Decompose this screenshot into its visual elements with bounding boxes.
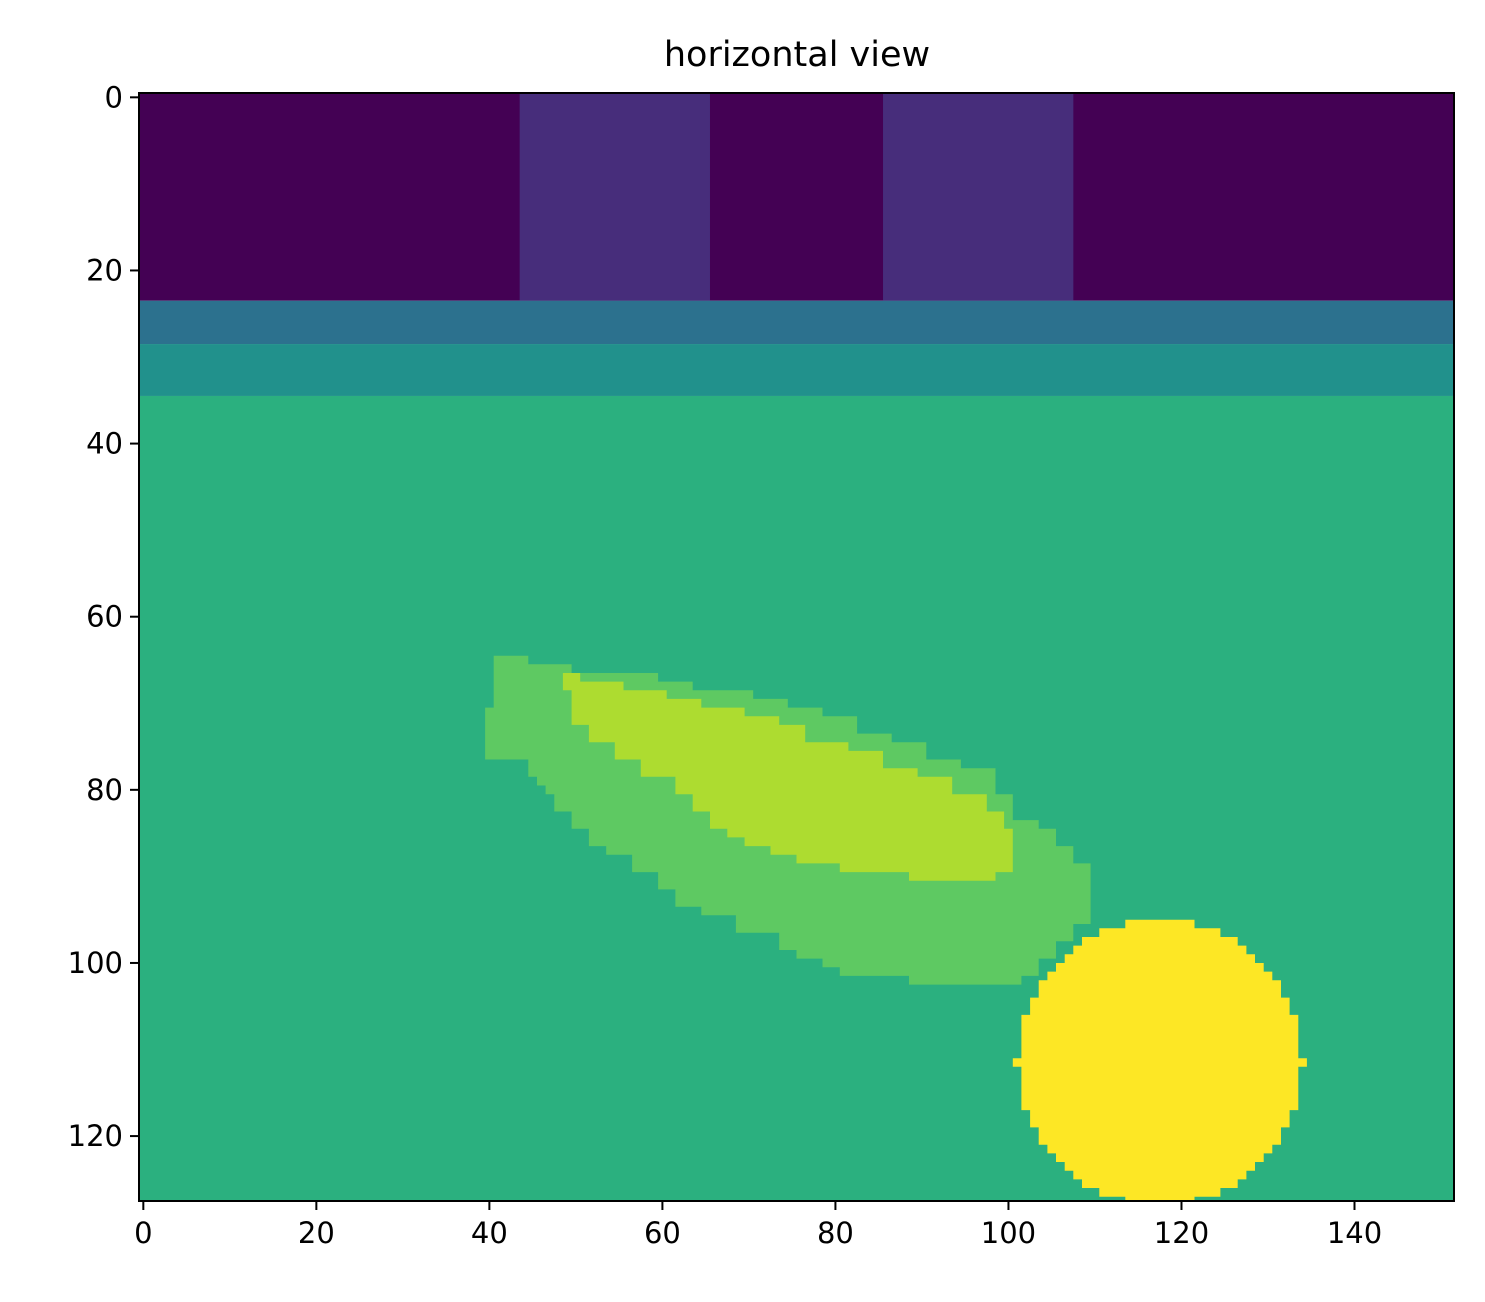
plot-frame bbox=[138, 92, 1455, 1202]
x-tick-label: 140 bbox=[1327, 1216, 1382, 1250]
x-tick-label: 20 bbox=[298, 1216, 335, 1250]
blob-inner-elongated-blob bbox=[562, 673, 1013, 881]
region-top-band bbox=[139, 93, 1454, 301]
y-tick-label: 120 bbox=[68, 1119, 123, 1153]
x-tick-label: 60 bbox=[644, 1216, 681, 1250]
x-tick-label: 120 bbox=[1154, 1216, 1209, 1250]
x-tick-label: 100 bbox=[981, 1216, 1036, 1250]
y-tick-label: 20 bbox=[86, 253, 123, 287]
chart-title: horizontal view bbox=[664, 35, 930, 75]
y-tick-label: 100 bbox=[68, 946, 123, 980]
x-tick-label: 80 bbox=[817, 1216, 854, 1250]
x-tick-label: 0 bbox=[134, 1216, 152, 1250]
heatmap-image bbox=[139, 93, 1454, 1201]
y-tick-label: 40 bbox=[86, 427, 123, 461]
y-tick-label: 0 bbox=[105, 80, 123, 114]
y-axis: 0 20 40 60 80 100 120 bbox=[68, 80, 139, 1153]
y-tick-label: 60 bbox=[86, 600, 123, 634]
region-layer-2 bbox=[139, 344, 1454, 396]
region-block-1 bbox=[519, 93, 710, 301]
blob-disc bbox=[1012, 911, 1307, 1201]
region-block-2 bbox=[883, 93, 1074, 301]
y-tick-label: 80 bbox=[86, 773, 123, 807]
x-axis: 0 20 40 60 80 100 120 140 bbox=[134, 1201, 1382, 1250]
x-tick-label: 40 bbox=[471, 1216, 508, 1250]
region-layer-1 bbox=[139, 300, 1454, 345]
